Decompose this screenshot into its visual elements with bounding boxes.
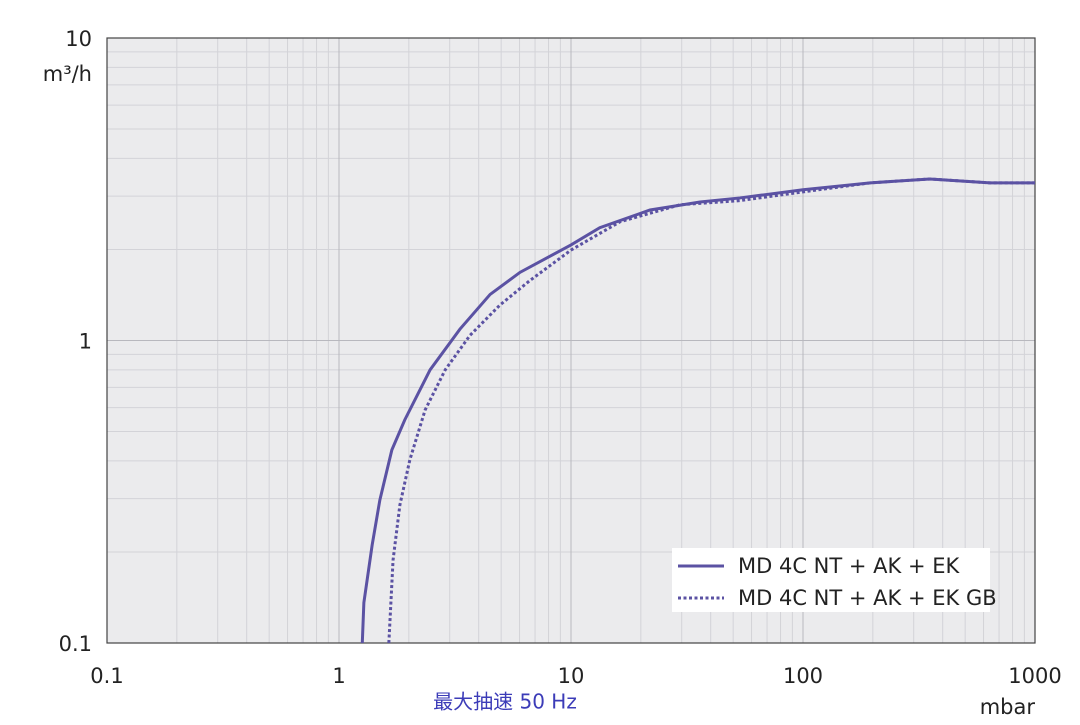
y-axis-label: m³/h: [43, 62, 92, 86]
x-tick-label: 10: [558, 664, 585, 688]
legend-label: MD 4C NT + AK + EK: [738, 554, 960, 578]
legend-box: [672, 548, 990, 612]
data-line: [387, 177, 1035, 644]
y-tick-label: 10: [65, 27, 92, 51]
y-tick-label: 0.1: [59, 632, 92, 656]
legend-label: MD 4C NT + AK + EK GB: [738, 586, 997, 610]
x-axis-label: mbar: [980, 695, 1036, 719]
x-tick-label: 1: [332, 664, 345, 688]
subtitle: 最大抽速 50 Hz: [433, 690, 577, 714]
plot-border: [106, 37, 1036, 644]
x-tick-label: 1000: [1008, 664, 1061, 688]
x-tick-label: 100: [783, 664, 823, 688]
x-tick-label: 0.1: [90, 664, 123, 688]
y-tick-label: 1: [79, 330, 92, 354]
